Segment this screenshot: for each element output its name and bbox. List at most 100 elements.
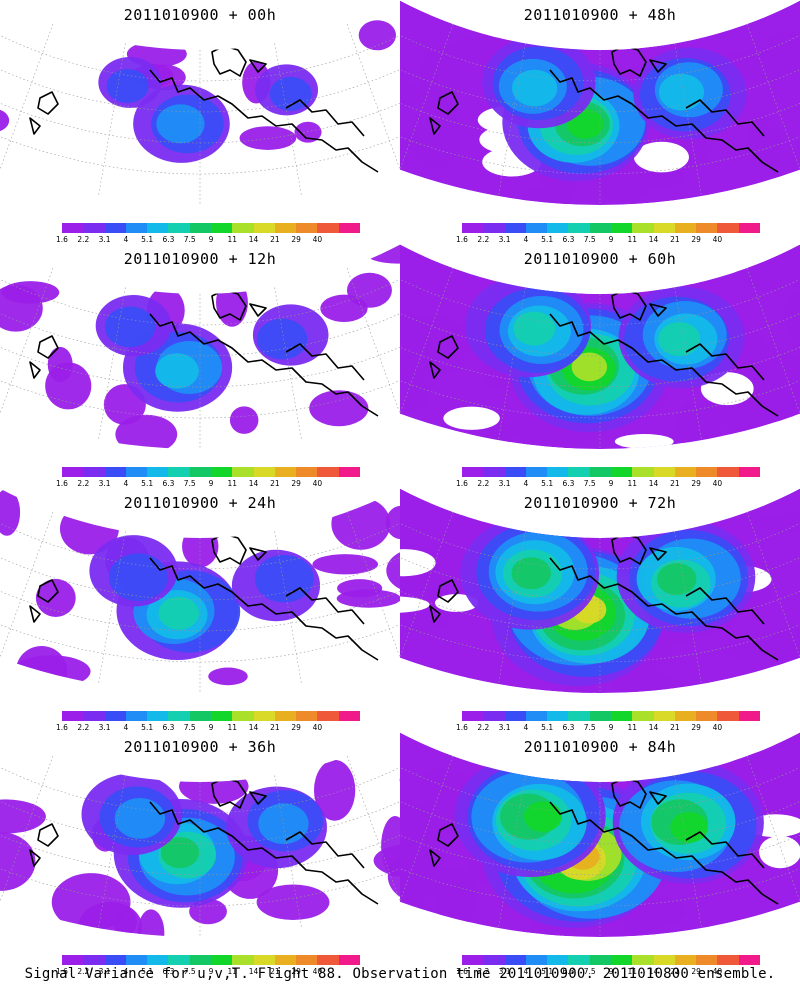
- coastline: [429, 45, 779, 173]
- colorbar-swatch: [296, 223, 318, 233]
- colorbar-tick-label: 29: [691, 967, 701, 976]
- variance-map: [400, 0, 800, 206]
- colorbar-swatch: [483, 955, 505, 965]
- colorbar: [462, 223, 760, 233]
- signal-variance-field: [400, 0, 800, 206]
- colorbar: [62, 223, 360, 233]
- colorbar-tick-label: 5.1: [541, 235, 554, 244]
- colorbar-tick-label: 4: [523, 967, 529, 976]
- colorbar-swatch: [338, 467, 360, 477]
- colorbar: [462, 711, 760, 721]
- colorbar-tick-label: 9: [208, 235, 214, 244]
- colorbar-swatch: [317, 467, 339, 477]
- colorbar-tick-label: 11: [227, 479, 238, 488]
- colorbar-swatch: [504, 223, 526, 233]
- colorbar-swatch: [189, 711, 211, 721]
- coastline: [429, 289, 779, 417]
- colorbar-swatch: [210, 711, 233, 721]
- colorbar-swatch: [610, 467, 633, 477]
- coastline: [29, 777, 379, 905]
- colorbar-tick-label: 3.1: [498, 967, 511, 976]
- colorbar-tick-label: 7.5: [583, 235, 596, 244]
- colorbar-tick-label: 21: [670, 235, 680, 244]
- variance-map: [0, 244, 400, 450]
- colorbar-tick-label: 9: [608, 723, 614, 732]
- forecast-panel-p72: 2011010900 + 72h 1.6 2.2 3.1 4 5.1 6.3 7.5 9 11 14…: [400, 488, 800, 732]
- colorbar-tick-label: 21: [670, 723, 680, 732]
- signal-variance-field: [400, 488, 800, 694]
- colorbar-tick-label: 40: [312, 235, 323, 244]
- colorbar-swatch: [125, 223, 148, 233]
- colorbar-swatch: [610, 223, 633, 233]
- colorbar-swatch: [232, 711, 254, 721]
- colorbar-tick-label: 21: [270, 479, 280, 488]
- colorbar-swatch: [483, 467, 505, 477]
- colorbar-tick-label: 4: [123, 479, 129, 488]
- colorbar-labels: 1.6 2.2 3.1 4 5.1 6.3 7.5 9 11 14 21 29 40: [456, 479, 760, 489]
- colorbar-tick-label: 11: [227, 723, 238, 732]
- colorbar-tick-label: 4: [123, 967, 129, 976]
- colorbar-tick-label: 11: [227, 967, 238, 976]
- colorbar-swatch: [632, 955, 654, 965]
- colorbar-labels: 1.6 2.2 3.1 4 5.1 6.3 7.5 9 11 14 21 29 40: [456, 723, 760, 733]
- colorbar-swatch: [83, 955, 105, 965]
- colorbar-tick-label: 1.6: [456, 235, 468, 244]
- colorbar-tick-label: 2.2: [77, 479, 90, 488]
- colorbar-tick-label: 14: [648, 479, 659, 488]
- coastline: [29, 45, 379, 173]
- colorbar-tick-label: 3.1: [98, 967, 111, 976]
- colorbar-swatch: [632, 711, 654, 721]
- variance-map: [0, 488, 400, 694]
- colorbar-swatch: [525, 223, 548, 233]
- colorbar-tick-label: 7.5: [183, 235, 196, 244]
- colorbar-tick-label: 4: [123, 723, 129, 732]
- colorbar-swatch: [125, 467, 148, 477]
- colorbar-swatch: [738, 955, 760, 965]
- colorbar-labels: 1.6 2.2 3.1 4 5.1 6.3 7.5 9 11 14 21 29 40: [456, 235, 760, 245]
- colorbar-tick-label: 2.2: [77, 967, 90, 976]
- colorbar-tick-label: 29: [291, 967, 301, 976]
- colorbar-swatch: [296, 955, 318, 965]
- colorbar-tick-label: 21: [670, 967, 680, 976]
- signal-variance-field: [0, 244, 400, 450]
- colorbar-swatch: [632, 467, 654, 477]
- colorbar-tick-label: 21: [270, 235, 280, 244]
- coastline: [29, 533, 379, 661]
- colorbar-swatch: [253, 955, 275, 965]
- colorbar-tick-label: 3.1: [98, 479, 111, 488]
- colorbar-tick-label: 40: [712, 967, 723, 976]
- colorbar-swatch: [525, 955, 548, 965]
- colorbar-swatch: [674, 955, 697, 965]
- colorbar-tick-label: 40: [712, 479, 723, 488]
- panel-title: 2011010900 + 72h: [523, 494, 677, 512]
- colorbar-swatch: [589, 223, 611, 233]
- colorbar-swatch: [653, 955, 675, 965]
- colorbar-tick-label: 6.3: [162, 479, 175, 488]
- colorbar-labels: 1.6 2.2 3.1 4 5.1 6.3 7.5 9 11 14 21 29 40: [56, 479, 360, 489]
- colorbar-tick-label: 14: [248, 967, 259, 976]
- colorbar-swatch: [547, 711, 569, 721]
- colorbar-swatch: [232, 467, 254, 477]
- colorbar-swatch: [504, 955, 526, 965]
- colorbar-tick-label: 2.2: [477, 479, 490, 488]
- colorbar-tick-label: 14: [648, 235, 659, 244]
- colorbar-tick-label: 29: [291, 235, 301, 244]
- colorbar-tick-label: 6.3: [162, 967, 175, 976]
- colorbar-swatch: [274, 467, 297, 477]
- colorbar-swatch: [189, 467, 211, 477]
- colorbar-swatch: [589, 711, 611, 721]
- colorbar-tick-label: 7.5: [183, 723, 196, 732]
- colorbar-tick-label: 6.3: [562, 723, 575, 732]
- colorbar-swatch: [632, 223, 654, 233]
- colorbar-tick-label: 14: [248, 723, 259, 732]
- colorbar-swatch: [104, 223, 126, 233]
- colorbar-labels: 1.6 2.2 3.1 4 5.1 6.3 7.5 9 11 14 21 29 40: [56, 967, 360, 977]
- colorbar-swatch: [147, 467, 169, 477]
- colorbar-labels: 1.6 2.2 3.1 4 5.1 6.3 7.5 9 11 14 21 29 40: [56, 723, 360, 733]
- colorbar-swatch: [547, 955, 569, 965]
- colorbar-swatch: [296, 711, 318, 721]
- colorbar-tick-label: 3.1: [498, 723, 511, 732]
- coastline: [429, 777, 779, 905]
- signal-variance-field: [400, 244, 800, 450]
- colorbar-tick-label: 9: [208, 967, 214, 976]
